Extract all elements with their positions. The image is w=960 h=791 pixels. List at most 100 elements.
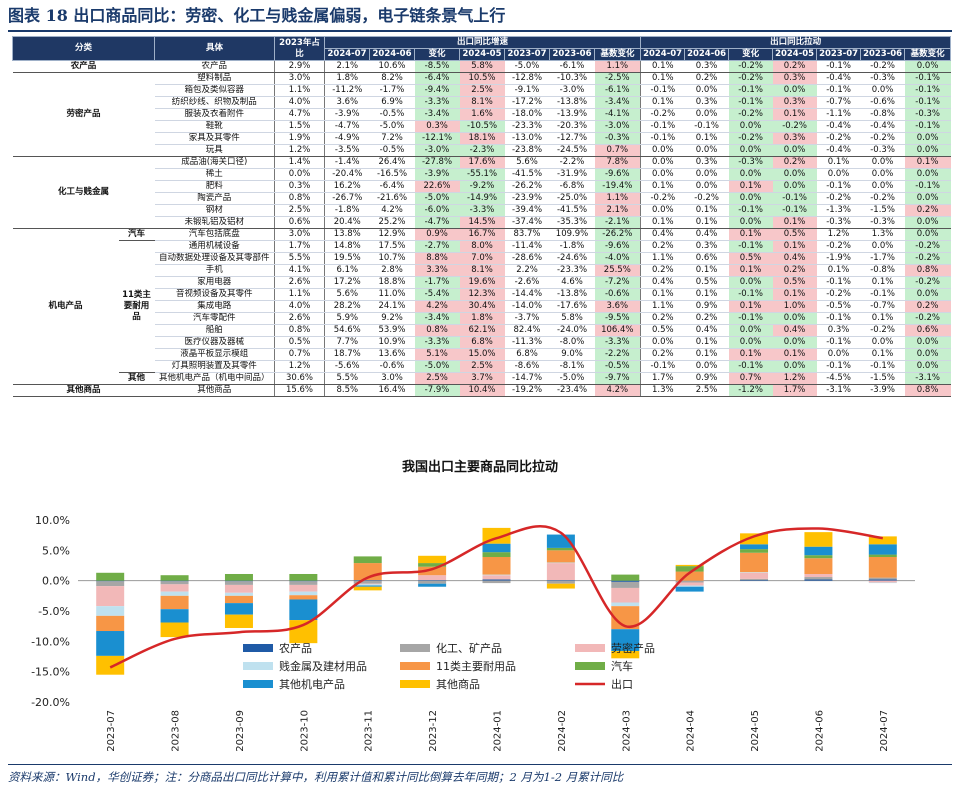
growth-value-cell: -4.1% xyxy=(594,108,641,121)
pull-value-cell: -0.7% xyxy=(816,96,861,109)
growth-value-cell: 13.6% xyxy=(369,348,415,361)
x-tick-label: 2023-09 xyxy=(235,710,246,752)
pull-value-cell: 0.0% xyxy=(904,132,951,145)
growth-value-cell: -5.0% xyxy=(504,60,550,73)
growth-value-cell: -23.8% xyxy=(504,144,550,157)
growth-value-cell: 4.2% xyxy=(369,204,415,217)
pull-value-cell: 0.1% xyxy=(772,108,817,121)
y-tick-label: 0.0% xyxy=(42,575,70,588)
pull-value-cell: -0.1% xyxy=(816,312,861,325)
share-cell: 0.7% xyxy=(274,348,325,361)
pull-value-cell: 0.1% xyxy=(640,216,685,229)
x-tick-label: 2023-07 xyxy=(106,710,117,752)
item-name-cell: 鞋靴 xyxy=(154,120,275,133)
pull-value-cell: -0.1% xyxy=(816,360,861,373)
growth-value-cell: 7.2% xyxy=(369,132,415,145)
legend-swatch xyxy=(243,662,273,670)
share-cell: 15.6% xyxy=(274,384,325,397)
share-cell: 4.1% xyxy=(274,264,325,277)
pull-value-cell: -0.1% xyxy=(684,120,729,133)
growth-value-cell: -13.0% xyxy=(504,132,550,145)
growth-value-cell: 16.4% xyxy=(369,384,415,397)
growth-value-cell: -9.1% xyxy=(504,84,550,97)
table-row: 服装及衣着附件 4.7% -3.9% -0.5% -3.4% 1.6% -18.0% -13.… xyxy=(13,108,951,121)
legend-swatch xyxy=(575,662,605,670)
growth-value-cell: 16.7% xyxy=(459,228,505,241)
item-name-cell: 家具及其零件 xyxy=(154,132,275,145)
growth-value-cell: 5.5% xyxy=(324,372,370,385)
share-cell: 2.6% xyxy=(274,312,325,325)
item-name-cell: 成品油(海关口径) xyxy=(154,156,275,169)
table-row: 劳密产品 塑料制品 3.0% 1.8% 8.2% -6.4% 10.5% -12.8% -10.… xyxy=(12,72,951,157)
growth-value-cell: 8.8% xyxy=(414,252,460,265)
subcategory-cell: 11类主要耐用品 xyxy=(118,240,155,373)
category-cell: 农产品 xyxy=(12,60,155,73)
bar-segment xyxy=(96,606,125,616)
pull-value-cell: 0.0% xyxy=(904,228,951,241)
item-name-cell: 肥料 xyxy=(154,180,275,193)
header-pull-col: 2023-07 xyxy=(816,48,862,61)
pull-value-cell: 0.0% xyxy=(772,144,817,157)
growth-value-cell: -5.4% xyxy=(414,288,460,301)
growth-value-cell: -9.4% xyxy=(414,84,460,97)
growth-value-cell: -8.0% xyxy=(549,336,595,349)
item-name-cell: 自动数据处理设备及其零部件 xyxy=(154,252,275,265)
bar-segment xyxy=(160,580,189,582)
growth-value-cell: 19.6% xyxy=(459,276,505,289)
share-cell: 4.0% xyxy=(274,96,325,109)
growth-value-cell: -2.2% xyxy=(594,348,641,361)
bar-segment xyxy=(353,583,382,585)
pull-value-cell: 0.1% xyxy=(772,216,817,229)
growth-value-cell: -13.9% xyxy=(549,108,595,121)
item-name-cell: 钢材 xyxy=(154,204,275,217)
table-row: 玩具 1.2% -3.5% -0.5% -3.0% -2.3% -23.8% -24.5% 0.… xyxy=(13,144,951,157)
growth-value-cell: -39.4% xyxy=(504,204,550,217)
growth-value-cell: -23.4% xyxy=(549,384,595,397)
pull-value-cell: 0.3% xyxy=(772,132,817,145)
y-tick-label: -15.0% xyxy=(31,666,70,679)
chart-title: 我国出口主要商品同比拉动 xyxy=(401,460,558,475)
pull-value-cell: 0.0% xyxy=(904,144,951,157)
share-cell: 3.0% xyxy=(274,228,325,241)
growth-value-cell: 5.9% xyxy=(324,312,370,325)
x-tick-label: 2024-03 xyxy=(621,710,632,752)
growth-value-cell: 54.6% xyxy=(324,324,370,337)
growth-value-cell: -9.7% xyxy=(594,372,641,385)
bar-segment xyxy=(740,572,769,579)
growth-value-cell: -3.4% xyxy=(594,96,641,109)
header-share: 2023年占比 xyxy=(274,36,326,61)
pull-value-cell: 0.0% xyxy=(860,240,905,253)
table-row: 未锻轧铝及铝材 0.6% 20.4% 25.2% -4.7% 14.5% -37.4% -35… xyxy=(13,216,951,229)
growth-value-cell: -14.0% xyxy=(504,300,550,313)
growth-value-cell: 7.8% xyxy=(594,156,641,169)
bar-segment xyxy=(675,564,704,567)
pull-value-cell: 0.2% xyxy=(684,312,729,325)
pull-value-cell: 0.7% xyxy=(728,372,773,385)
growth-value-cell: -12.1% xyxy=(414,132,460,145)
pull-value-cell: -0.8% xyxy=(860,264,905,277)
growth-value-cell: -37.4% xyxy=(504,216,550,229)
growth-value-cell: -1.8% xyxy=(324,204,370,217)
growth-value-cell: 12.9% xyxy=(369,228,415,241)
pull-value-cell: 0.0% xyxy=(728,144,773,157)
growth-value-cell: 2.5% xyxy=(459,84,505,97)
growth-value-cell: 14.5% xyxy=(459,216,505,229)
growth-value-cell: 8.2% xyxy=(369,72,415,85)
y-tick-label: 5.0% xyxy=(42,544,70,557)
growth-value-cell: -25.0% xyxy=(549,192,595,205)
pull-value-cell: -0.1% xyxy=(904,120,951,133)
bar-segment xyxy=(289,591,318,596)
bar-segment xyxy=(675,580,704,583)
table-row: 医疗仪器及器械 0.5% 7.7% 10.9% -3.3% 6.8% -11.3% -8.0%… xyxy=(13,336,951,349)
header-category: 分类 xyxy=(11,36,156,61)
bar-segment xyxy=(96,580,125,582)
header-pull-col: 2024-07 xyxy=(640,48,686,61)
header-growth-col: 变化 xyxy=(414,48,461,61)
category-cell: 机电产品 xyxy=(12,228,119,385)
growth-value-cell: -10.3% xyxy=(549,72,595,85)
bar-segment xyxy=(418,580,447,584)
growth-value-cell: -5.6% xyxy=(324,360,370,373)
pull-value-cell: -0.3% xyxy=(860,72,905,85)
growth-value-cell: -35.3% xyxy=(549,216,595,229)
table-row: 11类主要耐用品 通用机械设备 1.7% 14.8% 17.5% -2.7% 8.0% -11… xyxy=(13,240,951,373)
